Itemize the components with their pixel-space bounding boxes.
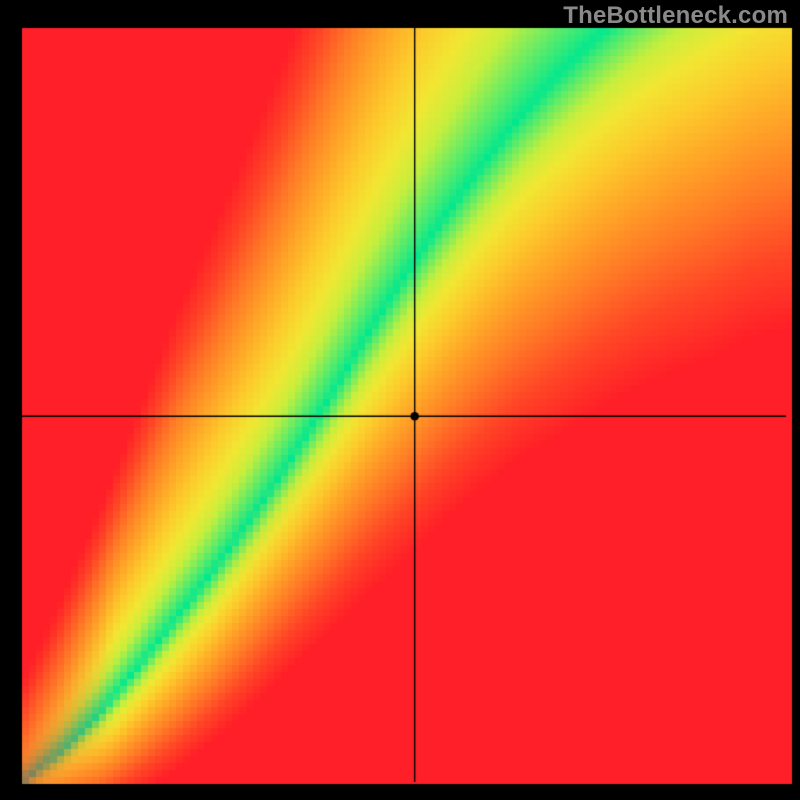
- chart-container: TheBottleneck.com: [0, 0, 800, 800]
- bottleneck-heatmap: [0, 0, 800, 800]
- watermark-text: TheBottleneck.com: [563, 2, 788, 30]
